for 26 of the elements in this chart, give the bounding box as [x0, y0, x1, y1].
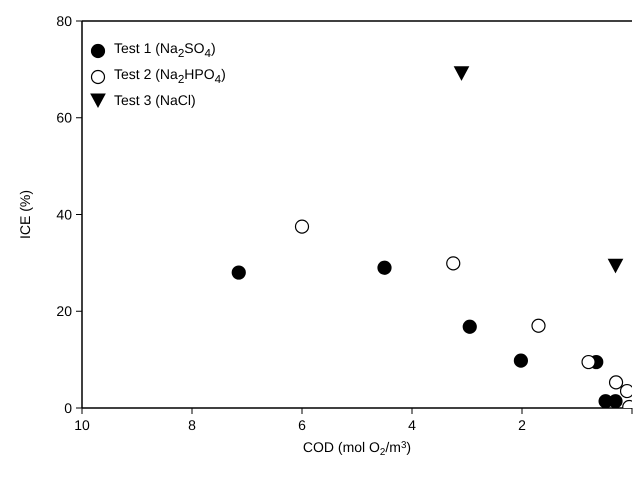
x-tick-label: 10 — [74, 416, 90, 433]
legend-label: Test 3 (NaCl) — [114, 90, 196, 110]
x-tick-label: 6 — [298, 416, 306, 433]
y-tick-label: 0 — [64, 400, 72, 416]
y-tick-label: 60 — [56, 110, 72, 126]
point — [514, 353, 528, 368]
y-tick-label: 80 — [56, 12, 72, 29]
point — [446, 256, 460, 270]
point — [377, 260, 392, 275]
point — [462, 320, 477, 334]
x-tick-label: 8 — [188, 416, 196, 433]
legend-label: Test 1 (Na$_{2}$SO$_{4}$) — [114, 39, 216, 62]
x-axis-title: COD (mol O$_{2}$/m$^{3}$) — [302, 439, 412, 458]
legend-label: Test 2 (Na$_{2}$HPO$_{4}$) — [114, 64, 226, 88]
point — [608, 258, 623, 273]
x-tick-label: 2 — [518, 416, 526, 433]
point — [531, 318, 546, 333]
y-axis-title: ICE (%) — [17, 190, 33, 239]
point — [454, 66, 469, 80]
point — [232, 265, 246, 280]
point — [294, 219, 310, 234]
y-tick-label: 40 — [56, 206, 72, 222]
point — [608, 375, 624, 390]
y-tick-label: 20 — [56, 303, 72, 320]
point — [581, 354, 596, 370]
x-tick-label: 4 — [408, 416, 416, 433]
